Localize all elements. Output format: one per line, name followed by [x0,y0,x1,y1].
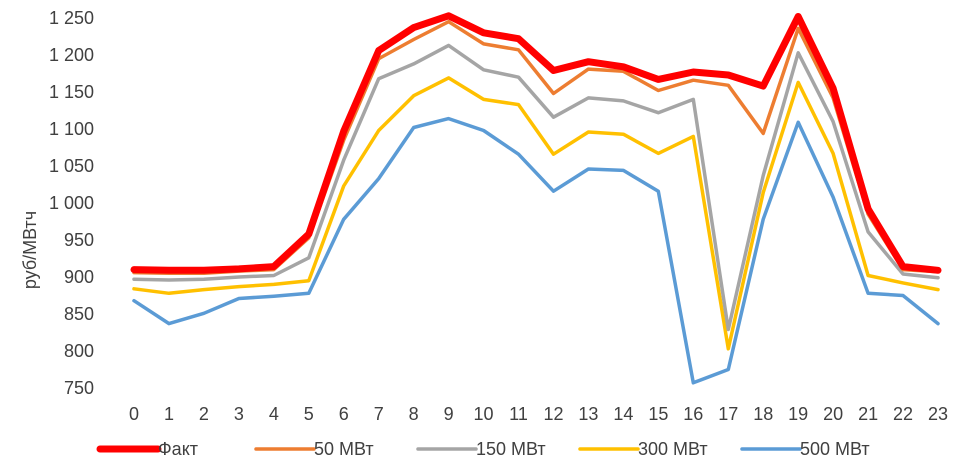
legend-label: 50 МВт [314,439,374,459]
x-tick-label: 14 [613,404,633,424]
y-tick-label: 1 000 [49,193,94,213]
x-tick-label: 6 [339,404,349,424]
y-tick-label: 800 [64,341,94,361]
x-tick-label: 8 [409,404,419,424]
x-axis-ticks: 0 1 2 3 4 5 6 7 8 9 10 11 12 13 14 15 16 17 18 19 20 21 22 23 [129,404,948,424]
x-tick-label: 23 [928,404,948,424]
series-line-2 [132,43,940,332]
legend: Факт 50 МВт 150 МВт 300 МВт 500 МВт [96,439,870,459]
y-tick-label: 1 100 [49,119,94,139]
y-tick-label: 1 250 [49,8,94,28]
x-tick-label: 0 [129,404,139,424]
y-tick-label: 950 [64,230,94,250]
series-line-4 [132,116,940,385]
y-tick-label: 850 [64,304,94,324]
series-lines [130,12,942,385]
x-tick-label: 4 [269,404,279,424]
x-tick-label: 12 [543,404,563,424]
x-tick-label: 16 [683,404,703,424]
x-tick-label: 18 [753,404,773,424]
x-tick-label: 13 [578,404,598,424]
x-tick-label: 19 [788,404,808,424]
y-tick-label: 1 200 [49,45,94,65]
y-axis-ticks: 750 800 850 900 950 1 000 1 050 1 100 1 150 1 200… [49,8,94,398]
x-tick-label: 17 [718,404,738,424]
x-tick-label: 22 [893,404,913,424]
series-line-3 [132,76,940,351]
x-tick-label: 15 [648,404,668,424]
x-tick-label: 10 [474,404,494,424]
x-tick-label: 9 [444,404,454,424]
x-tick-label: 20 [823,404,843,424]
x-tick-label: 21 [858,404,878,424]
x-tick-label: 11 [509,404,528,424]
x-tick-label: 2 [199,404,209,424]
x-tick-label: 5 [304,404,314,424]
legend-label: 150 МВт [476,439,546,459]
y-axis-title: руб/МВтч [20,211,40,289]
x-tick-label: 3 [234,404,244,424]
legend-label: 300 МВт [638,439,708,459]
y-tick-label: 750 [64,378,94,398]
y-tick-label: 1 150 [49,82,94,102]
series-line-0 [130,12,942,274]
x-tick-label: 1 [164,404,174,424]
y-tick-label: 1 050 [49,156,94,176]
y-tick-label: 900 [64,267,94,287]
legend-label: 500 МВт [800,439,870,459]
x-tick-label: 7 [374,404,384,424]
legend-label: Факт [158,439,198,459]
